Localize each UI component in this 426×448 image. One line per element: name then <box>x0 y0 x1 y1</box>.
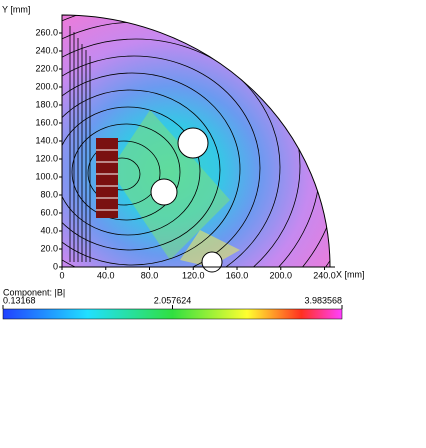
colorbar <box>3 309 342 319</box>
y-tick-label: 60.0 <box>40 207 58 217</box>
screen: Y [mm] X [mm] Component: |B| 020.040.060… <box>0 0 426 448</box>
x-tick-label: 160.0 <box>226 270 249 280</box>
y-tick-label: 20.0 <box>40 243 58 253</box>
y-tick-label: 40.0 <box>40 225 58 235</box>
x-tick-label: 80.0 <box>141 270 159 280</box>
hole <box>178 128 208 158</box>
y-tick-label: 120.0 <box>35 153 58 163</box>
x-tick-label: 200.0 <box>270 270 293 280</box>
y-tick-label: 140.0 <box>35 135 58 145</box>
colorbar-tick-label: 0.13168 <box>3 295 36 305</box>
x-tick-label: 120.0 <box>182 270 205 280</box>
x-tick-label: 40.0 <box>97 270 115 280</box>
y-tick-label: 260.0 <box>35 27 58 37</box>
colorbar-tick-label: 3.983568 <box>304 295 342 305</box>
y-tick-label: 220.0 <box>35 63 58 73</box>
y-axis-label: Y [mm] <box>2 4 30 14</box>
y-tick-label: 180.0 <box>35 99 58 109</box>
y-tick-label: 100.0 <box>35 171 58 181</box>
colorbar-tick-label: 2.057624 <box>154 295 192 305</box>
y-tick-label: 0 <box>53 261 58 271</box>
y-tick-label: 160.0 <box>35 117 58 127</box>
x-tick-label: 240.0 <box>313 270 336 280</box>
x-axis-label: X [mm] <box>336 269 365 279</box>
hole <box>202 252 222 272</box>
y-tick-label: 240.0 <box>35 45 58 55</box>
field-plot <box>0 0 400 385</box>
y-tick-label: 200.0 <box>35 81 58 91</box>
x-tick-label: 0 <box>59 270 64 280</box>
hole <box>151 179 177 205</box>
y-tick-label: 80.0 <box>40 189 58 199</box>
